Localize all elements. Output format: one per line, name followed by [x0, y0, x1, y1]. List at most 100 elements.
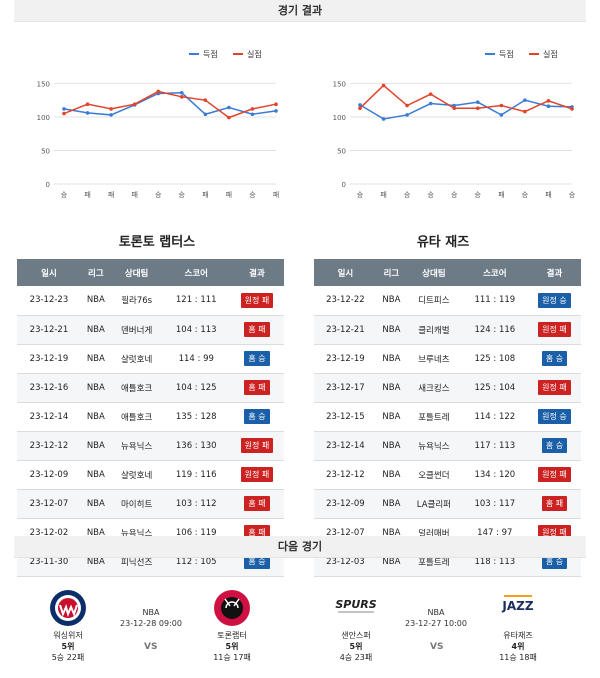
cell-opp: 뉴욕닉스	[406, 431, 462, 461]
series-line-allowed	[359, 84, 573, 113]
cell-score: 114 : 122	[461, 402, 528, 432]
x-tick-label: 패	[545, 190, 551, 199]
data-point	[428, 101, 433, 106]
table-row: 23-12-19 NBA 브루네츠 125 : 108 홈 승	[314, 344, 581, 374]
vs-label: VS	[144, 642, 158, 652]
cell-opp: 샬럿호네	[110, 344, 163, 374]
column-header: 상대팀	[406, 259, 462, 286]
x-tick-label: 승	[522, 191, 529, 199]
chart-legend: 득점 실점	[189, 49, 262, 59]
team-name: 유타재즈	[503, 631, 533, 640]
away-team-info: 유타재즈 4위 11승 18패	[483, 630, 553, 663]
cell-league: NBA	[80, 373, 111, 403]
cell-score: 134 : 120	[461, 460, 528, 490]
cell-date: 23-12-19	[17, 344, 81, 374]
cell-date: 23-12-21	[17, 315, 81, 345]
cell-result: 원정 승	[527, 286, 581, 316]
result-badge: 홈 승	[541, 438, 568, 453]
team-rank: 5위	[349, 642, 363, 651]
result-badge: 원정 승	[538, 292, 571, 308]
results-header: 경기 결과	[14, 0, 586, 22]
data-point	[546, 104, 551, 109]
x-tick-label: 패	[273, 190, 279, 199]
data-point	[405, 103, 409, 108]
legend-label: 득점	[499, 49, 514, 59]
data-point	[179, 91, 184, 95]
wizards-logo-icon	[50, 590, 86, 626]
cell-score: 111 : 119	[461, 286, 528, 316]
cell-opp: 디트피스	[406, 286, 462, 316]
games-table-toronto: 일시 리그 상대팀 스코어 결과 23-12-23 NBA 필라76s 121 : 111 원정…	[17, 259, 284, 577]
table-row: 23-12-21 NBA 클리캐벌 124 : 116 원정 패	[314, 315, 581, 345]
cell-date: 23-12-17	[314, 373, 377, 403]
data-point	[523, 98, 527, 102]
data-point	[109, 113, 113, 117]
cell-opp: 덴버너게	[110, 315, 163, 345]
team-rank: 5위	[225, 642, 239, 651]
cell-league: NBA	[376, 344, 407, 374]
result-badge: 홈 승	[541, 351, 568, 366]
x-tick-label: 패	[131, 190, 137, 199]
team-rank: 4위	[511, 642, 525, 651]
cell-date: 23-12-15	[314, 402, 377, 432]
cell-league: NBA	[80, 402, 111, 432]
column-header: 일시	[17, 259, 81, 286]
cell-result: 원정 패	[527, 373, 581, 403]
cell-score: 125 : 104	[461, 373, 528, 403]
cell-date: 23-12-12	[314, 460, 377, 490]
series-line-score	[63, 92, 277, 116]
vs-label: VS	[430, 642, 444, 652]
table-row: 23-12-14 NBA 뉴욕닉스 117 : 113 홈 승	[314, 431, 581, 461]
cell-opp: 필라76s	[110, 286, 163, 316]
data-point	[475, 100, 480, 104]
data-point	[109, 107, 113, 111]
x-tick-label: 패	[84, 190, 90, 199]
y-tick-label: 150	[333, 80, 346, 88]
cell-date: 23-12-21	[314, 315, 377, 345]
result-badge: 원정 패	[538, 380, 571, 395]
svg-text:JAZZ: JAZZ	[501, 599, 533, 613]
cell-date: 23-12-09	[314, 489, 377, 519]
data-point	[156, 89, 161, 94]
cell-result: 원정 패	[527, 315, 581, 345]
cell-date: 23-12-12	[17, 431, 81, 461]
match-datetime: 23-12-27 10:00	[405, 619, 467, 628]
team-name: 토론랩터	[217, 631, 247, 640]
y-tick-label: 0	[46, 181, 50, 189]
cell-date: 23-12-14	[314, 431, 377, 461]
cell-league: NBA	[376, 402, 407, 432]
cell-date: 23-12-19	[314, 344, 377, 374]
data-point	[405, 113, 409, 117]
data-point	[381, 117, 386, 121]
column-header: 상대팀	[110, 259, 163, 286]
result-badge: 원정 승	[538, 409, 571, 424]
match-meta: NBA 23-12-28 09:00	[111, 607, 191, 629]
cell-league: NBA	[376, 431, 407, 461]
match-meta: NBA 23-12-27 10:00	[396, 607, 476, 629]
data-point	[358, 103, 362, 107]
data-point	[499, 113, 504, 117]
table-row: 23-12-21 NBA 덴버너게 104 : 113 홈 패	[17, 315, 284, 345]
team-title-utah: 유타 재즈	[416, 235, 470, 250]
column-header: 결과	[229, 259, 284, 286]
cell-opp: 새크킹스	[406, 373, 462, 403]
x-tick-label: 패	[108, 190, 114, 199]
table-header-row: 일시 리그 상대팀 스코어 결과	[314, 259, 581, 286]
x-tick-label: 승	[451, 191, 458, 199]
y-tick-label: 100	[333, 114, 346, 122]
series-line-allowed	[63, 90, 277, 119]
data-point	[250, 112, 255, 117]
result-badge: 원정 패	[538, 467, 571, 482]
legend-label: 실점	[543, 49, 558, 59]
team-record: 4승 23패	[339, 653, 373, 662]
jazz-logo-icon: JAZZ	[501, 595, 534, 613]
x-tick-label: 승	[249, 191, 256, 199]
data-point	[85, 102, 90, 106]
cell-league: NBA	[80, 489, 111, 519]
cell-opp: 오클썬더	[406, 460, 462, 490]
cell-date: 23-12-14	[17, 402, 81, 432]
cell-opp: 뉴욕닉스	[110, 431, 163, 461]
cell-score: 125 : 108	[461, 344, 528, 374]
cell-opp: 포틀트레	[406, 402, 462, 432]
data-point	[227, 105, 231, 110]
